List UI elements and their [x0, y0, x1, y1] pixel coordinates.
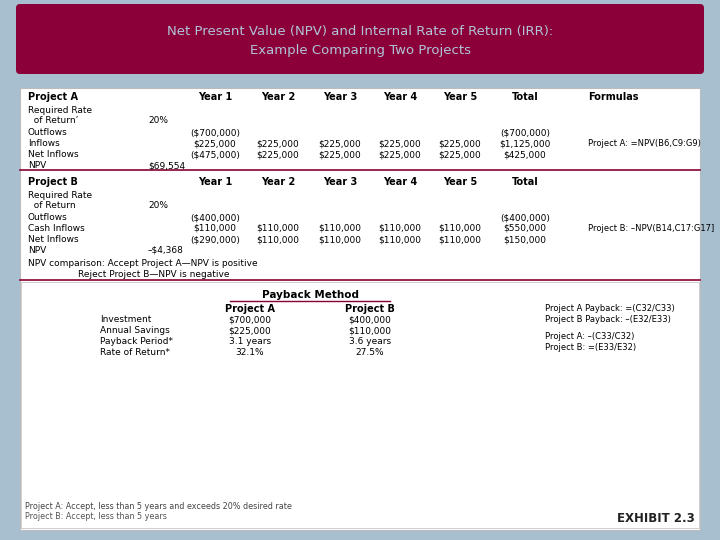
Text: $110,000: $110,000 — [256, 235, 300, 244]
Text: Payback Method: Payback Method — [261, 290, 359, 300]
Text: $110,000: $110,000 — [379, 224, 421, 233]
Text: of Return’: of Return’ — [28, 116, 78, 125]
Text: Required Rate: Required Rate — [28, 191, 92, 200]
Text: Required Rate: Required Rate — [28, 106, 92, 116]
Text: ($290,000): ($290,000) — [190, 235, 240, 244]
Text: Inflows: Inflows — [28, 139, 60, 148]
Text: Total: Total — [512, 177, 539, 187]
Text: Project B: =(E33/E32): Project B: =(E33/E32) — [545, 343, 636, 352]
Text: Example Comparing Two Projects: Example Comparing Two Projects — [250, 44, 470, 57]
Text: 20%: 20% — [148, 201, 168, 210]
Text: $1,125,000: $1,125,000 — [499, 139, 551, 148]
Text: Year 5: Year 5 — [443, 92, 477, 102]
Text: Formulas: Formulas — [588, 92, 639, 102]
Text: 3.6 years: 3.6 years — [349, 337, 391, 346]
Text: $400,000: $400,000 — [348, 315, 392, 324]
Text: Year 3: Year 3 — [323, 177, 357, 187]
Text: $110,000: $110,000 — [194, 224, 236, 233]
Text: $550,000: $550,000 — [503, 224, 546, 233]
Text: 20%: 20% — [148, 116, 168, 125]
Text: $225,000: $225,000 — [379, 139, 421, 148]
Text: Net Inflows: Net Inflows — [28, 235, 78, 244]
Text: $225,000: $225,000 — [194, 139, 236, 148]
Text: Outflows: Outflows — [28, 129, 68, 137]
Text: Cash Inflows: Cash Inflows — [28, 224, 85, 233]
Text: Project B: Project B — [345, 304, 395, 314]
Text: Project B: Accept, less than 5 years: Project B: Accept, less than 5 years — [25, 512, 167, 521]
Text: Project A: =NPV(B6,C9:G9): Project A: =NPV(B6,C9:G9) — [588, 139, 701, 148]
Text: Annual Savings: Annual Savings — [100, 326, 170, 335]
Text: ($400,000): ($400,000) — [500, 213, 550, 222]
Text: $225,000: $225,000 — [319, 139, 361, 148]
Text: ($700,000): ($700,000) — [190, 129, 240, 137]
Text: Project A: Accept, less than 5 years and exceeds 20% desired rate: Project A: Accept, less than 5 years and… — [25, 502, 292, 511]
Text: $225,000: $225,000 — [319, 150, 361, 159]
Text: Year 1: Year 1 — [198, 177, 232, 187]
Text: $110,000: $110,000 — [438, 235, 482, 244]
Text: $225,000: $225,000 — [256, 139, 300, 148]
FancyBboxPatch shape — [20, 88, 700, 530]
Text: $69,554: $69,554 — [148, 161, 185, 170]
Text: NPV: NPV — [28, 246, 46, 255]
Text: $110,000: $110,000 — [438, 224, 482, 233]
Text: Total: Total — [512, 92, 539, 102]
Text: $225,000: $225,000 — [438, 139, 482, 148]
Text: Net Inflows: Net Inflows — [28, 150, 78, 159]
Text: 32.1%: 32.1% — [235, 348, 264, 357]
Text: $700,000: $700,000 — [228, 315, 271, 324]
Text: $110,000: $110,000 — [256, 224, 300, 233]
Text: $110,000: $110,000 — [318, 224, 361, 233]
Text: $225,000: $225,000 — [229, 326, 271, 335]
Text: ($475,000): ($475,000) — [190, 150, 240, 159]
Text: $425,000: $425,000 — [503, 150, 546, 159]
Text: $110,000: $110,000 — [318, 235, 361, 244]
Text: Year 4: Year 4 — [383, 177, 417, 187]
Text: $225,000: $225,000 — [438, 150, 482, 159]
FancyBboxPatch shape — [21, 282, 699, 528]
Text: Project B: –NPV(B14,C17:G17]: Project B: –NPV(B14,C17:G17] — [588, 224, 714, 233]
Text: $225,000: $225,000 — [256, 150, 300, 159]
Text: Investment: Investment — [100, 315, 151, 324]
Text: Year 3: Year 3 — [323, 92, 357, 102]
Text: NPV comparison: Accept Project A—NPV is positive: NPV comparison: Accept Project A—NPV is … — [28, 259, 258, 268]
Text: Project A: Project A — [225, 304, 275, 314]
Text: of Return: of Return — [28, 201, 76, 210]
Text: Year 2: Year 2 — [261, 92, 295, 102]
Text: Project B Payback: –(E32/E33): Project B Payback: –(E32/E33) — [545, 315, 671, 324]
Text: $110,000: $110,000 — [379, 235, 421, 244]
FancyBboxPatch shape — [16, 4, 704, 74]
Text: –$4,368: –$4,368 — [148, 246, 184, 255]
Text: 27.5%: 27.5% — [356, 348, 384, 357]
Text: NPV: NPV — [28, 161, 46, 170]
Text: Year 4: Year 4 — [383, 92, 417, 102]
Text: 3.1 years: 3.1 years — [229, 337, 271, 346]
Text: ($400,000): ($400,000) — [190, 213, 240, 222]
Text: Year 5: Year 5 — [443, 177, 477, 187]
Text: Reject Project B—NPV is negative: Reject Project B—NPV is negative — [78, 270, 230, 279]
Text: $225,000: $225,000 — [379, 150, 421, 159]
Text: ($700,000): ($700,000) — [500, 129, 550, 137]
Text: Project B: Project B — [28, 177, 78, 187]
Text: EXHIBIT 2.3: EXHIBIT 2.3 — [617, 512, 695, 525]
Text: Year 1: Year 1 — [198, 92, 232, 102]
Text: Project A Payback: =(C32/C33): Project A Payback: =(C32/C33) — [545, 304, 675, 313]
Text: Net Present Value (NPV) and Internal Rate of Return (IRR):: Net Present Value (NPV) and Internal Rat… — [167, 25, 553, 38]
Text: Project A: –(C33/C32): Project A: –(C33/C32) — [545, 332, 634, 341]
Text: $110,000: $110,000 — [348, 326, 392, 335]
Text: Year 2: Year 2 — [261, 177, 295, 187]
Text: Outflows: Outflows — [28, 213, 68, 222]
Text: Project A: Project A — [28, 92, 78, 102]
Text: Rate of Return*: Rate of Return* — [100, 348, 170, 357]
Text: Payback Period*: Payback Period* — [100, 337, 173, 346]
Text: $150,000: $150,000 — [503, 235, 546, 244]
